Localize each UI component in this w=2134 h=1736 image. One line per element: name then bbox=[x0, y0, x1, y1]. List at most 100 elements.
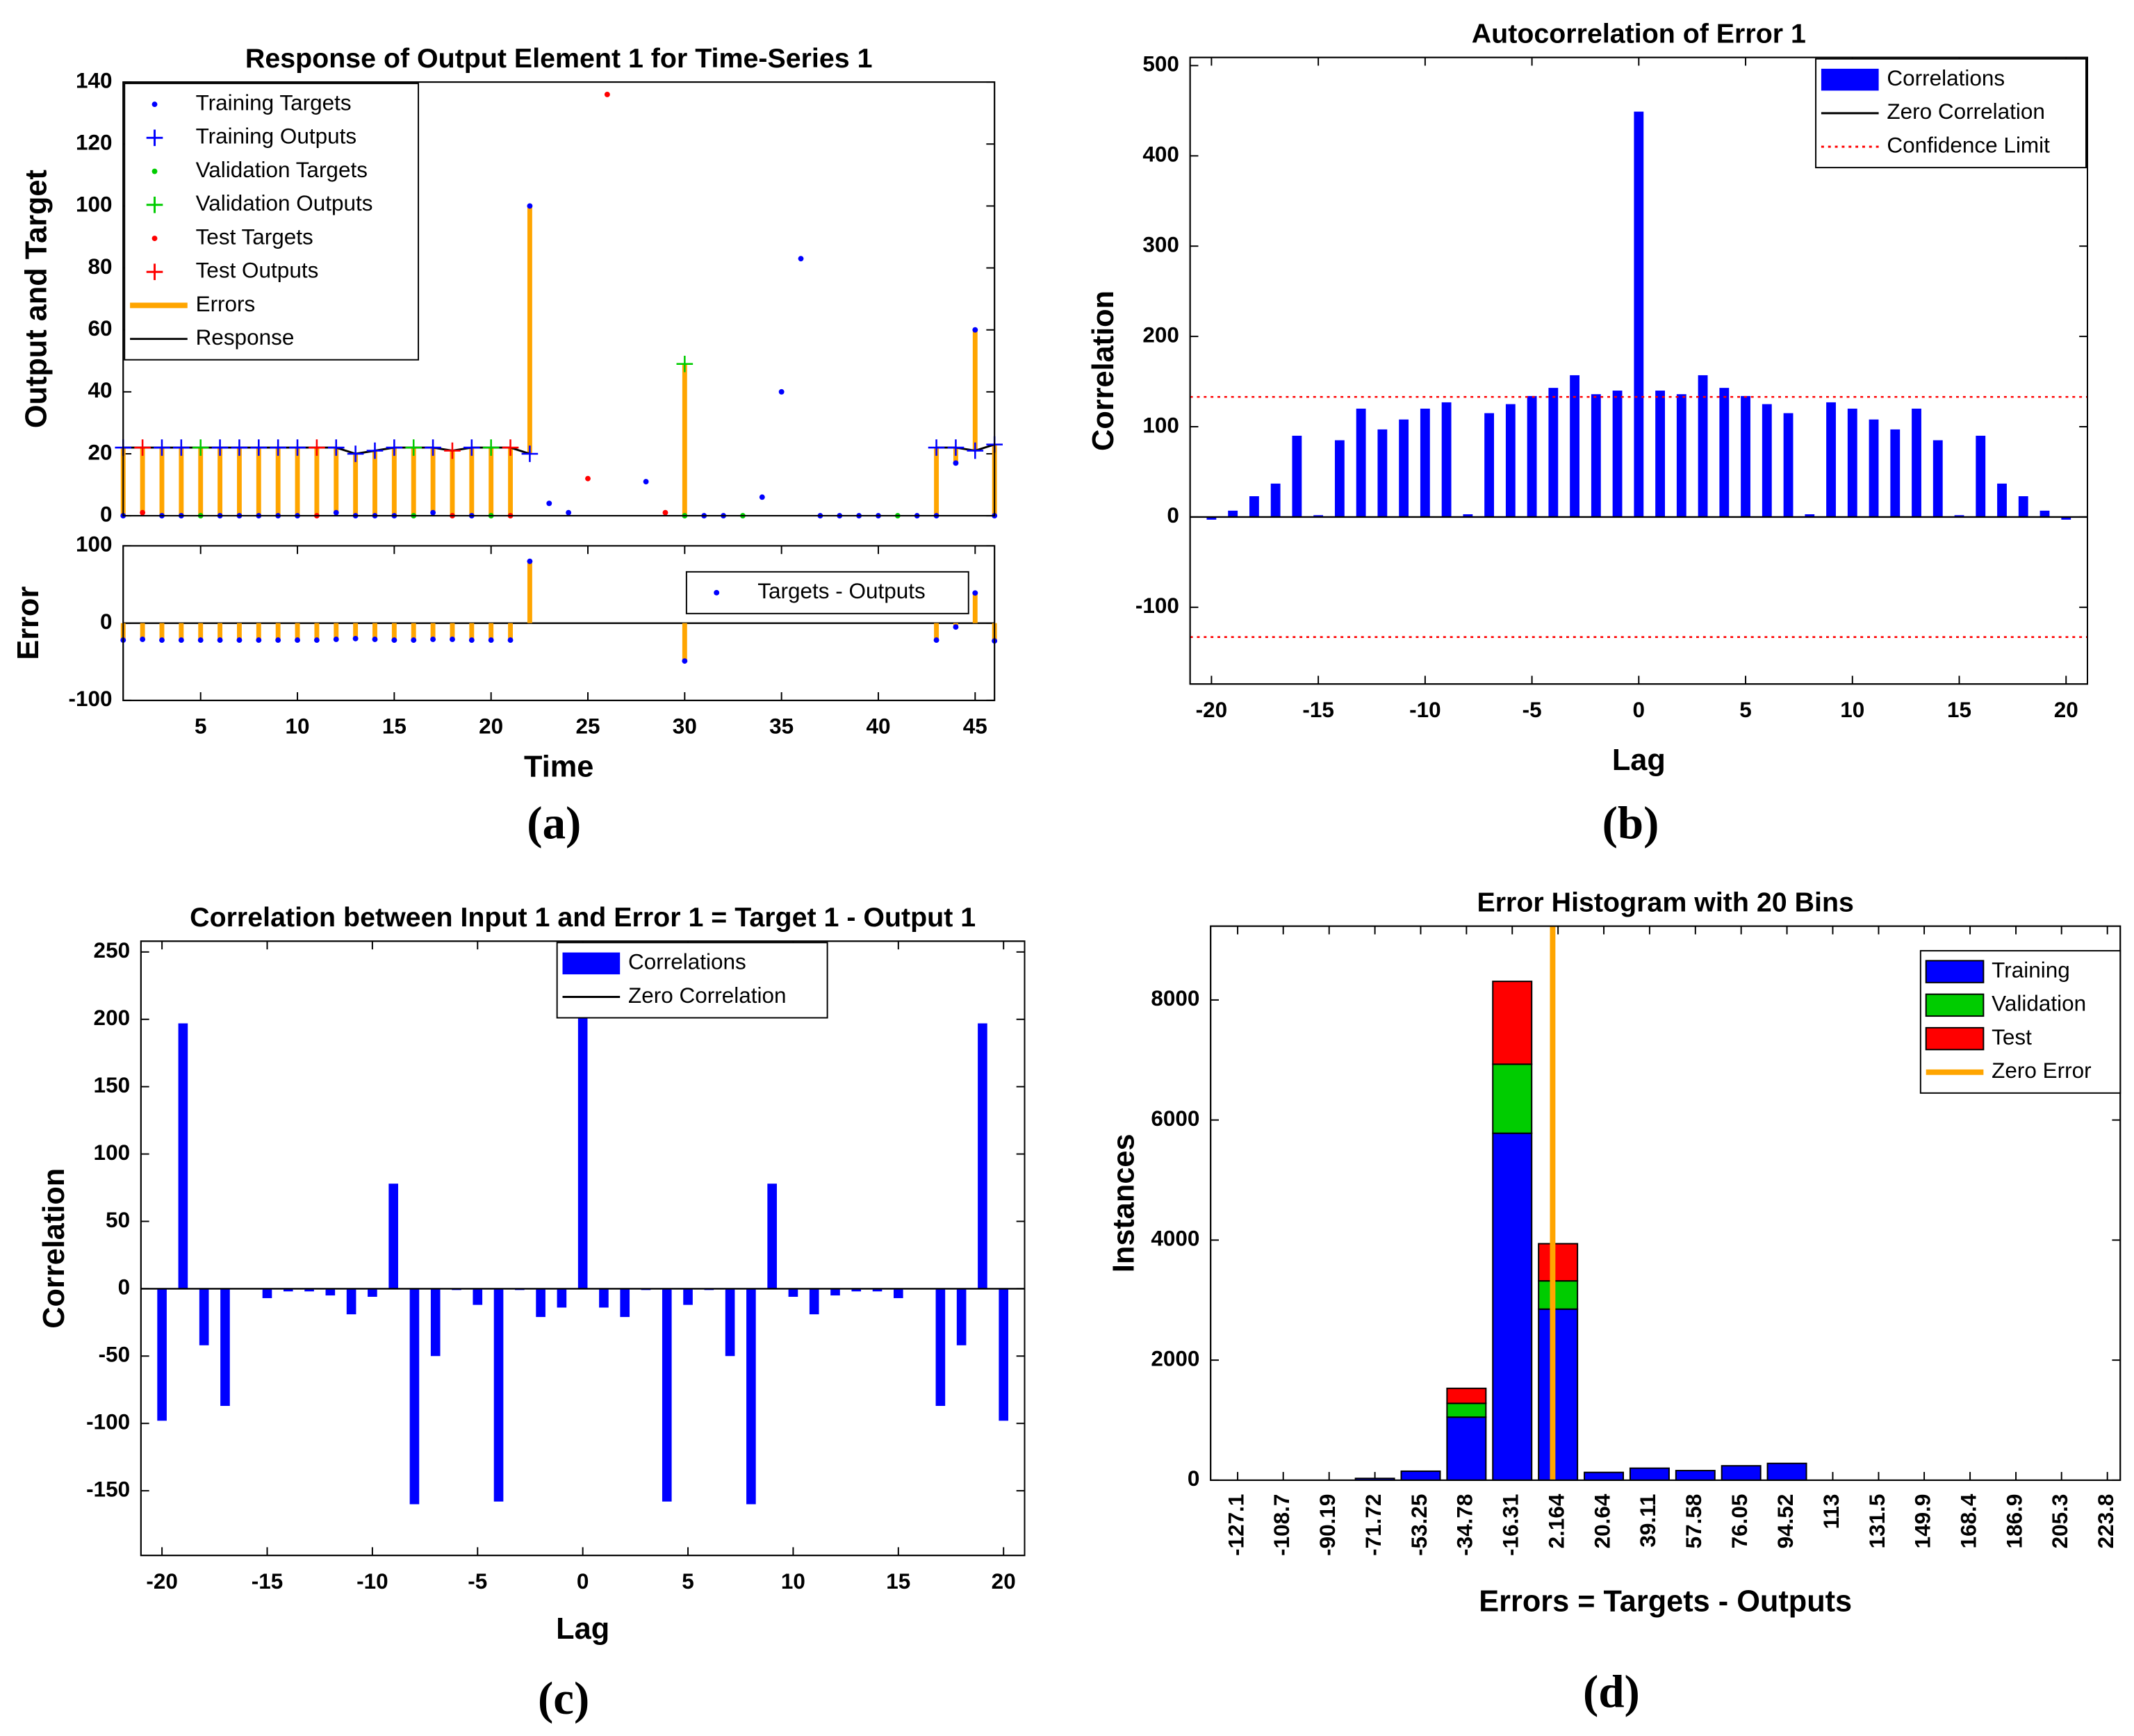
y-tick-label: 120 bbox=[76, 130, 113, 155]
histogram-bar bbox=[1446, 1416, 1487, 1481]
y-tick-label: 40 bbox=[88, 377, 112, 402]
y-tick-label: 150 bbox=[94, 1072, 131, 1097]
bar bbox=[493, 1288, 504, 1502]
bar bbox=[473, 1288, 483, 1305]
x-tick-label: 10 bbox=[1840, 697, 1864, 722]
y-tick-label: -100 bbox=[86, 1409, 130, 1434]
bar bbox=[304, 1288, 314, 1292]
x-tick-label: -34.78 bbox=[1452, 1494, 1477, 1556]
bar bbox=[1698, 375, 1708, 517]
bar bbox=[2039, 510, 2050, 517]
histogram-bar bbox=[1675, 1470, 1716, 1481]
bar bbox=[262, 1288, 272, 1298]
y-tick-label: 0 bbox=[1188, 1466, 1200, 1491]
histogram-bar bbox=[1400, 1470, 1441, 1481]
bar bbox=[809, 1288, 819, 1315]
y-axis-label: Correlation bbox=[1087, 290, 1120, 451]
bar bbox=[1420, 409, 1430, 517]
x-tick-label: 186.9 bbox=[2001, 1494, 2026, 1549]
bar bbox=[1484, 413, 1495, 517]
y-tick-label: 0 bbox=[1167, 502, 1179, 527]
legend-label: Test bbox=[1992, 1024, 2032, 1049]
error-point bbox=[372, 637, 378, 642]
y-tick-label: 0 bbox=[100, 609, 113, 634]
y-tick-label: 0 bbox=[118, 1275, 131, 1300]
bar bbox=[788, 1288, 798, 1297]
error-point bbox=[178, 637, 184, 644]
x-tick-label: -127.1 bbox=[1223, 1494, 1248, 1556]
legend-symbol bbox=[151, 236, 158, 241]
error-point bbox=[256, 637, 262, 644]
output-point bbox=[309, 439, 325, 456]
y-tick-label: -100 bbox=[68, 686, 112, 711]
bar bbox=[1976, 435, 1986, 517]
chart-title: Autocorrelation of Error 1 bbox=[1472, 19, 1806, 49]
bar bbox=[388, 1184, 398, 1289]
y-axis-label: Correlation bbox=[38, 1168, 71, 1329]
output-point bbox=[967, 442, 984, 459]
x-tick-label: 168.4 bbox=[1955, 1493, 1980, 1548]
bar bbox=[325, 1288, 336, 1296]
error-point bbox=[411, 637, 417, 644]
legend-label: Targets - Outputs bbox=[757, 578, 925, 603]
bar bbox=[1441, 402, 1452, 517]
y-tick-label: 20 bbox=[88, 439, 112, 464]
y-tick-label: 140 bbox=[76, 67, 113, 92]
output-point bbox=[366, 442, 384, 459]
bar bbox=[894, 1288, 903, 1298]
x-tick-label: -5 bbox=[468, 1569, 487, 1594]
legend-label: Zero Error bbox=[1992, 1058, 2091, 1083]
target-point bbox=[566, 509, 572, 516]
error-point bbox=[933, 637, 939, 644]
target-point bbox=[430, 509, 436, 516]
bar bbox=[1997, 483, 2007, 517]
histogram-bar bbox=[1538, 1308, 1579, 1481]
histogram-bar bbox=[1629, 1467, 1670, 1481]
x-tick-label: 205.3 bbox=[2047, 1494, 2072, 1549]
x-tick-label: -15 bbox=[1302, 697, 1334, 722]
bar bbox=[725, 1288, 735, 1357]
bar bbox=[999, 1288, 1009, 1421]
bar bbox=[1313, 515, 1324, 517]
bar bbox=[1762, 404, 1772, 517]
error-point bbox=[159, 637, 165, 644]
target-point bbox=[546, 500, 552, 507]
bar bbox=[1954, 515, 1964, 517]
histogram-bar bbox=[1538, 1280, 1579, 1310]
x-tick-label: -5 bbox=[1522, 697, 1542, 722]
y-tick-label: 50 bbox=[106, 1207, 130, 1232]
output-point bbox=[211, 439, 229, 456]
error-point bbox=[140, 637, 146, 642]
plot-border bbox=[140, 940, 1026, 1557]
output-point bbox=[947, 439, 965, 456]
output-point bbox=[154, 439, 170, 456]
x-tick-label: 223.8 bbox=[2093, 1494, 2118, 1549]
y-tick-label: 2000 bbox=[1151, 1345, 1199, 1370]
x-tick-label: -108.7 bbox=[1269, 1494, 1294, 1556]
bar bbox=[1463, 514, 1473, 517]
plot-border bbox=[122, 545, 996, 701]
legend-label: Validation bbox=[1992, 991, 2086, 1016]
x-tick-label: 0 bbox=[577, 1569, 589, 1594]
target-point bbox=[662, 509, 668, 516]
plot-border bbox=[1210, 925, 2121, 1481]
x-tick-label: 15 bbox=[886, 1569, 910, 1594]
x-tick-label: 10 bbox=[286, 714, 310, 739]
x-tick-label: -15 bbox=[252, 1569, 284, 1594]
output-point bbox=[347, 445, 364, 462]
plot-border bbox=[122, 81, 996, 517]
error-point bbox=[468, 637, 475, 644]
output-point bbox=[676, 355, 693, 372]
target-point bbox=[140, 509, 146, 516]
chart-title: Error Histogram with 20 Bins bbox=[1477, 887, 1854, 918]
x-tick-label: 94.52 bbox=[1773, 1494, 1798, 1549]
legend-label: Training Targets bbox=[196, 90, 352, 115]
bar bbox=[178, 1023, 188, 1289]
legend-label: Test Targets bbox=[196, 224, 313, 249]
bar bbox=[1932, 440, 1943, 517]
x-tick-label: -90.19 bbox=[1315, 1494, 1340, 1556]
x-tick-label: 57.58 bbox=[1681, 1494, 1706, 1549]
legend-symbol bbox=[1821, 68, 1879, 91]
x-tick-label: 15 bbox=[382, 714, 407, 739]
